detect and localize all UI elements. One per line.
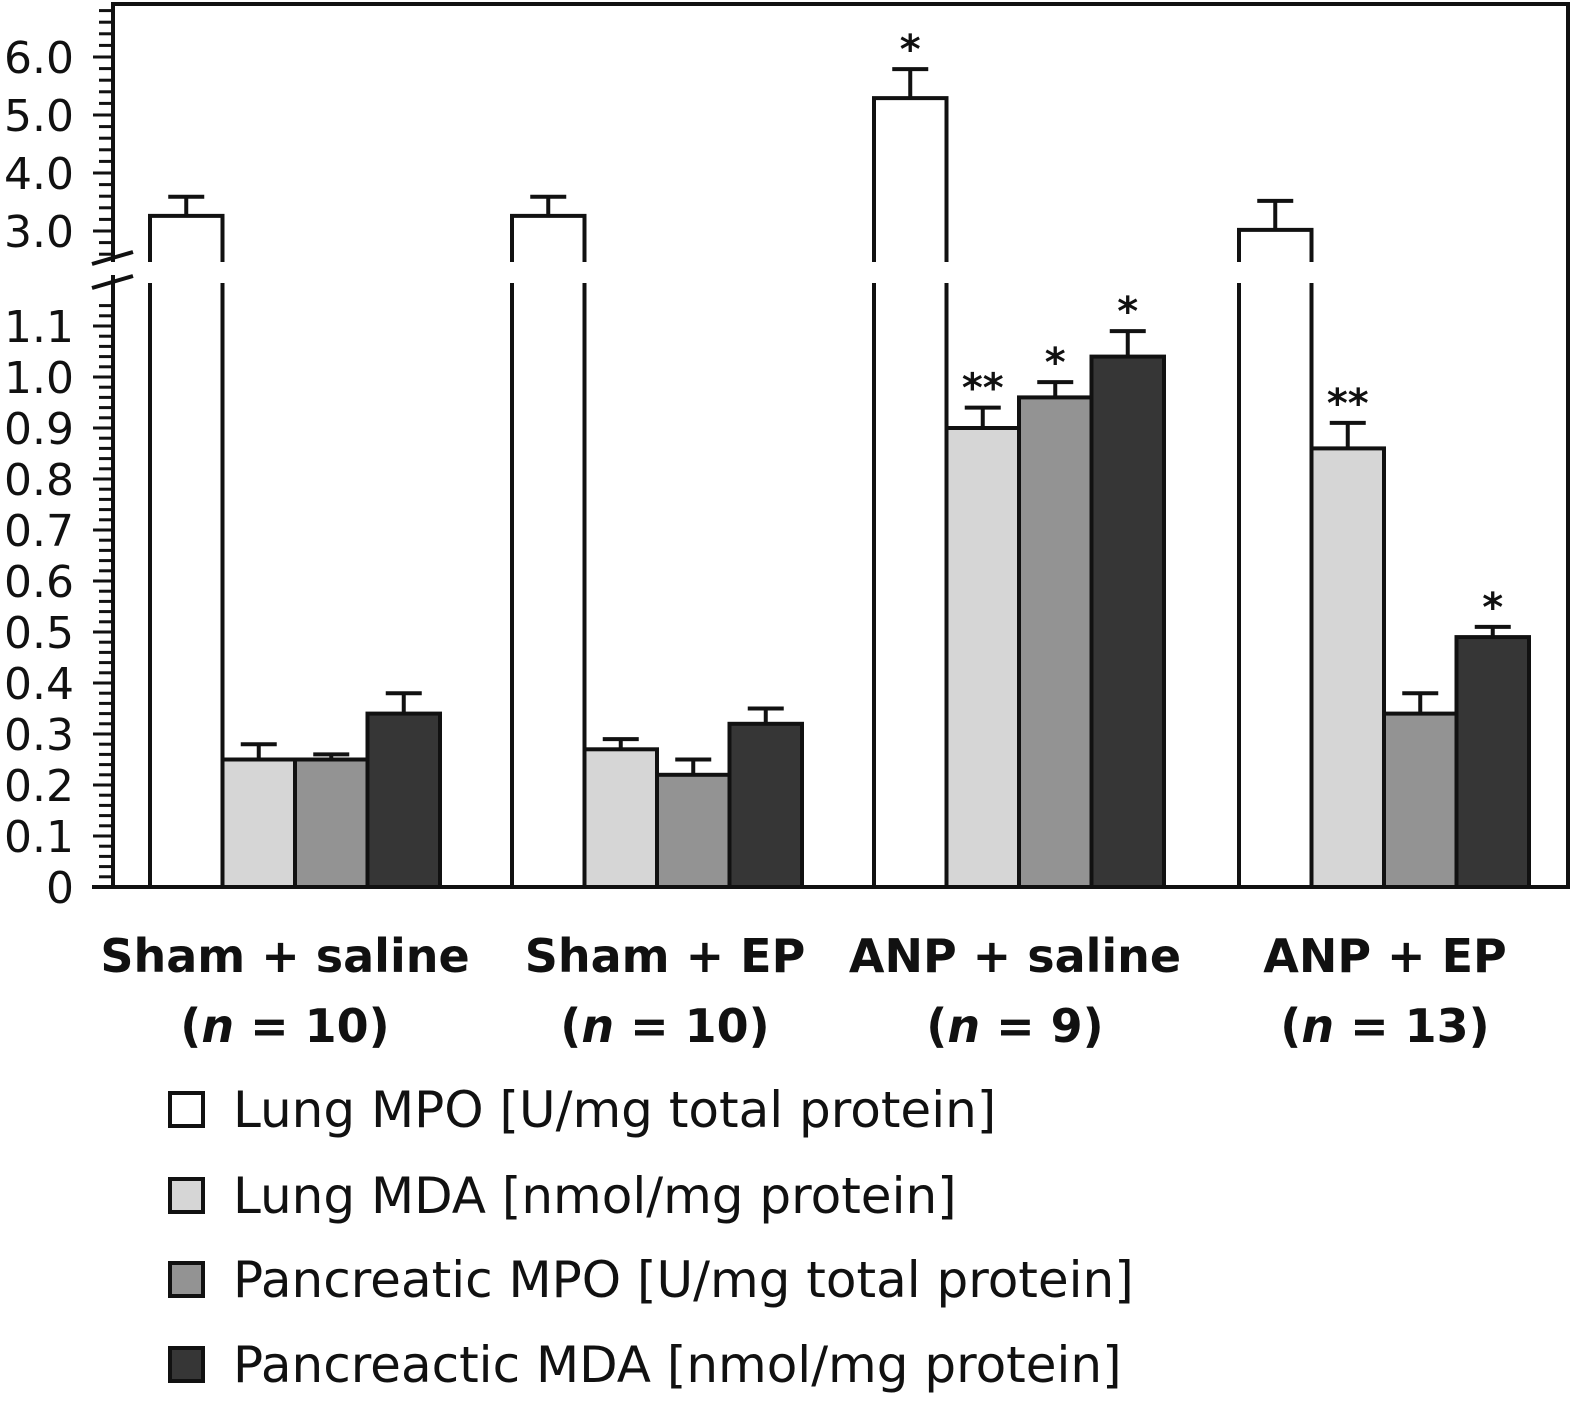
legend-label: Lung MDA [nmol/mg protein] [233, 1167, 957, 1225]
bar-upper-part [510, 213, 587, 262]
bar [655, 772, 732, 889]
bar-lower-part [1237, 283, 1314, 887]
legend-entry: Lung MPO [U/mg total protein] [168, 1081, 996, 1139]
legend-swatch [168, 1261, 205, 1298]
bar [220, 757, 297, 889]
bar-group: ***** [872, 27, 1166, 890]
n-value: = 9) [980, 999, 1104, 1053]
axis-break-mark [91, 250, 134, 266]
paren: ( [180, 999, 201, 1053]
legend-swatch [168, 1091, 205, 1128]
y-axis: 00.10.20.30.40.50.60.70.80.91.01.1 3.0 4.0… [4, 9, 113, 914]
x-tick-label: Sham + saline [100, 929, 469, 983]
y-tick-label: 0 [46, 863, 74, 914]
bar-break-gap [512, 262, 585, 283]
legend-label: Lung MPO [U/mg total protein] [233, 1081, 996, 1139]
legend-entry: Pancreactic MDA [nmol/mg protein] [168, 1336, 1122, 1394]
bar-lower-part [148, 283, 225, 887]
y-tick-label: 0.4 [4, 659, 74, 710]
bar-upper-part [1237, 227, 1314, 262]
significance-marker: * [900, 27, 921, 73]
n-symbol: n [947, 999, 980, 1053]
y-tick-label: 1.0 [4, 353, 74, 404]
significance-marker: * [1482, 585, 1503, 631]
n-value: = 10) [614, 999, 770, 1053]
y-tick-label: 0.1 [4, 812, 74, 863]
legend-swatch [168, 1177, 205, 1214]
bar [1089, 354, 1166, 890]
y-tick-label: 3.0 [4, 207, 74, 258]
significance-marker: * [1045, 340, 1066, 386]
bar-group [148, 194, 442, 889]
bar [944, 426, 1021, 889]
bar [582, 747, 659, 889]
significance-marker: * [1117, 289, 1138, 335]
bar-break-gap [874, 262, 947, 283]
legend-label: Pancreactic MDA [nmol/mg protein] [233, 1336, 1122, 1394]
bar-break-gap [1239, 262, 1312, 283]
y-tick-label: 0.9 [4, 404, 74, 455]
n-value: = 10) [234, 999, 390, 1053]
x-tick-sample-size: (n = 9) [926, 999, 1103, 1053]
x-tick-sample-size: (n = 10) [180, 999, 389, 1053]
bar [1309, 446, 1386, 889]
legend-swatch [168, 1346, 205, 1383]
bar [1017, 395, 1094, 889]
bar [1454, 635, 1531, 889]
y-tick-label: 0.3 [4, 710, 74, 761]
y-tick-label: 0.2 [4, 761, 74, 812]
bar-upper-part [872, 96, 949, 262]
y-tick-label: 5.0 [4, 91, 74, 142]
legend-label: Pancreatic MPO [U/mg total protein] [233, 1251, 1134, 1309]
y-tick-label: 1.1 [4, 302, 74, 353]
legend-entry: Pancreatic MPO [U/mg total protein] [168, 1251, 1134, 1309]
legend-entry: Lung MDA [nmol/mg protein] [168, 1167, 957, 1225]
x-tick-label: ANP + saline [849, 929, 1181, 983]
significance-marker: ** [962, 366, 1004, 412]
x-tick-sample-size: (n = 10) [560, 999, 769, 1053]
x-tick-label: ANP + EP [1263, 929, 1507, 983]
n-symbol: n [201, 999, 234, 1053]
bar-break-gap [150, 262, 223, 283]
significance-marker: ** [1327, 381, 1369, 427]
x-tick-sample-size: (n = 13) [1280, 999, 1489, 1053]
x-axis-labels: Sham + saline(n = 10)Sham + EP(n = 10)AN… [100, 929, 1506, 1053]
x-tick-label: Sham + EP [525, 929, 806, 983]
legend: Lung MPO [U/mg total protein] Lung MDA [n… [168, 1081, 1134, 1394]
bar [365, 711, 442, 889]
y-tick-label: 0.5 [4, 608, 74, 659]
paren: ( [926, 999, 947, 1053]
bar [293, 757, 370, 889]
bar-lower-part [872, 283, 949, 887]
n-value: = 13) [1334, 999, 1490, 1053]
y-tick-label: 0.8 [4, 455, 74, 506]
y-tick-label: 0.6 [4, 557, 74, 608]
n-symbol: n [581, 999, 614, 1053]
y-tick-label: 6.0 [4, 33, 74, 84]
axis-break-mark [91, 274, 134, 290]
paren: ( [1280, 999, 1301, 1053]
bar [1382, 711, 1459, 889]
bar-lower-part [510, 283, 587, 887]
y-tick-label: 0.7 [4, 506, 74, 557]
n-symbol: n [1301, 999, 1334, 1053]
bar-group [510, 194, 804, 889]
bar-group: *** [1237, 198, 1531, 889]
paren: ( [560, 999, 581, 1053]
bar [727, 721, 804, 889]
bars: ******** [148, 27, 1531, 890]
y-tick-label: 4.0 [4, 149, 74, 200]
bar-upper-part [148, 213, 225, 262]
